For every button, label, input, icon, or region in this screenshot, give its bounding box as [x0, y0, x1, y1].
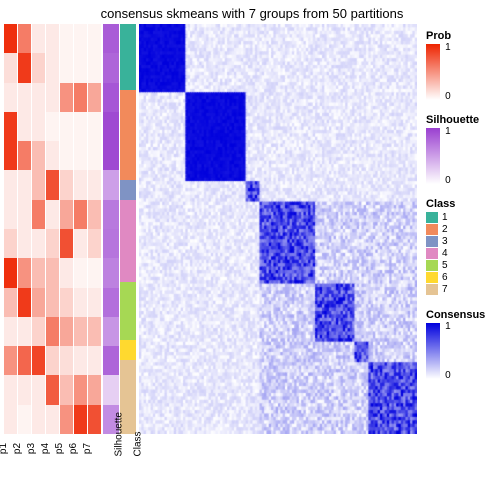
legend-class-title: Class [426, 198, 500, 210]
legend-swatch [426, 236, 438, 247]
legend-class-item: 6 [426, 272, 500, 283]
prob-col-p5 [60, 24, 73, 434]
legend-prob-gradient [426, 44, 440, 100]
legend-class-item: 4 [426, 248, 500, 259]
prob-col-p1 [4, 24, 17, 434]
legend-cons-title: Consensus [426, 309, 500, 321]
prob-col-p6 [74, 24, 87, 434]
chart-title: consensus skmeans with 7 groups from 50 … [0, 0, 504, 23]
legend-label: 1 [442, 212, 448, 223]
legend-prob-title: Prob [426, 30, 500, 42]
legend-class-item: 2 [426, 224, 500, 235]
legend-label: 7 [442, 284, 448, 295]
legend-swatch [426, 260, 438, 271]
legend-label: 2 [442, 224, 448, 235]
tick-label: 1 [445, 42, 451, 53]
consensus-heatmap [139, 24, 417, 434]
legend-class-item: 3 [426, 236, 500, 247]
legend-label: 6 [442, 272, 448, 283]
prob-col-p2 [18, 24, 31, 434]
legend-cons-gradient [426, 323, 440, 379]
prob-col-p3 [32, 24, 45, 434]
prob-col-p7 [88, 24, 101, 434]
legend-class-item: 5 [426, 260, 500, 271]
legend-panel: Prob 1 0 Silhouette 1 0 Class 1234567 Co… [426, 30, 500, 393]
legend-class-item: 1 [426, 212, 500, 223]
legend-label: 4 [442, 248, 448, 259]
legend-label: 3 [442, 236, 448, 247]
legend-swatch [426, 212, 438, 223]
tick-label: 0 [445, 91, 451, 102]
tick-label: 0 [445, 370, 451, 381]
legend-swatch [426, 272, 438, 283]
legend-swatch [426, 224, 438, 235]
legend-swatch [426, 248, 438, 259]
legend-sil-title: Silhouette [426, 114, 500, 126]
tick-label: 0 [445, 175, 451, 186]
class-column [120, 24, 136, 434]
x-axis-labels: p1p2p3p4p5p6p7SilhouetteClass [4, 436, 139, 461]
legend-silhouette: Silhouette 1 0 [426, 114, 500, 184]
legend-label: 5 [442, 260, 448, 271]
main-plot-area [4, 24, 417, 434]
x-label: Class [119, 441, 144, 457]
legend-class-item: 7 [426, 284, 500, 295]
silhouette-column [103, 24, 119, 434]
prob-annotation-columns [4, 24, 101, 434]
legend-class: Class 1234567 [426, 198, 500, 295]
prob-col-p4 [46, 24, 59, 434]
tick-label: 1 [445, 126, 451, 137]
tick-label: 1 [445, 321, 451, 332]
legend-sil-gradient [426, 128, 440, 184]
legend-swatch [426, 284, 438, 295]
legend-consensus: Consensus 1 0 [426, 309, 500, 379]
legend-prob: Prob 1 0 [426, 30, 500, 100]
